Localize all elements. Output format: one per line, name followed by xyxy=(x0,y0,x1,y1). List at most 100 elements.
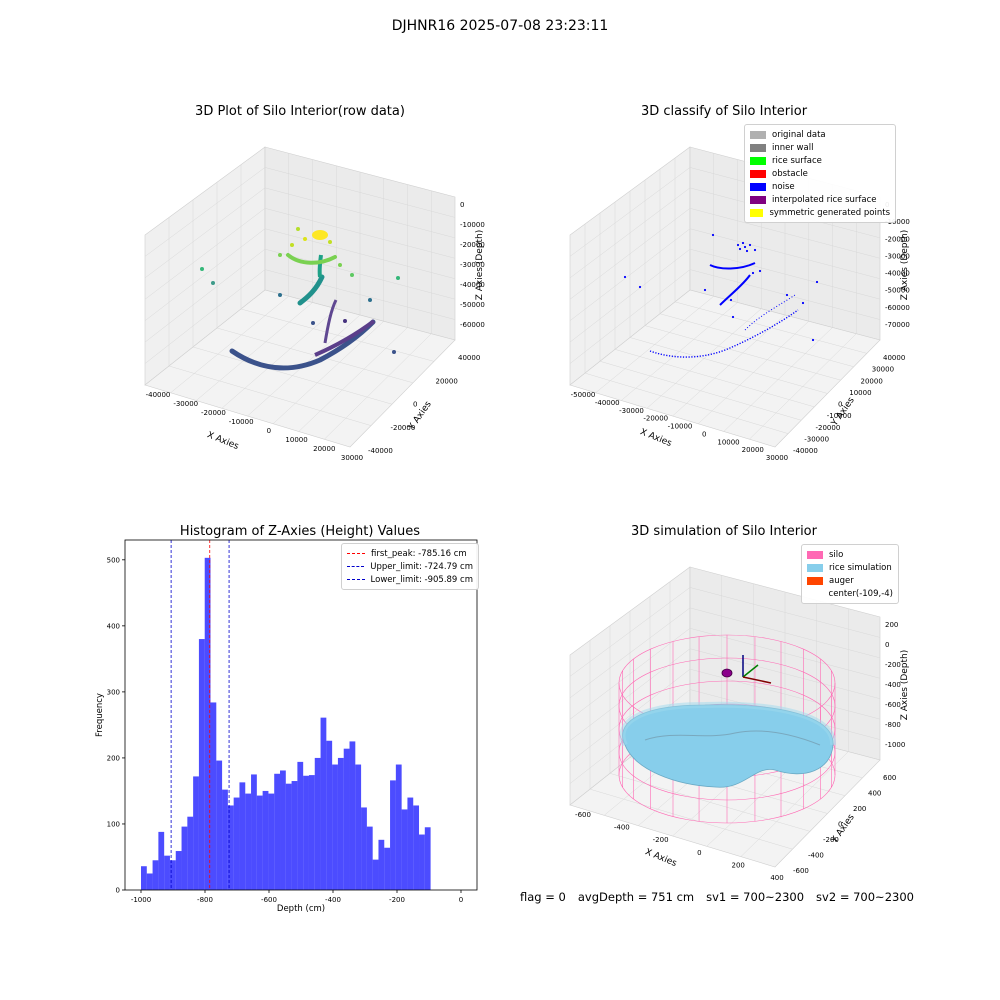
legend-entry: obstacle xyxy=(750,167,890,180)
data-curve-teal xyxy=(297,274,325,306)
noise-point xyxy=(623,275,627,279)
scatter-points xyxy=(200,227,400,354)
histogram-bar xyxy=(326,740,333,890)
legend-swatch xyxy=(750,195,766,204)
noise-points xyxy=(623,233,819,342)
y-tick-labels: -40000 -20000 0 20000 40000 xyxy=(368,354,480,455)
legend-label: rice surface xyxy=(772,155,822,166)
histogram-bar xyxy=(419,834,425,890)
noise-point xyxy=(738,247,742,251)
sv2-value: sv2 = 700~2300 xyxy=(816,890,914,904)
histogram-bar xyxy=(251,774,257,890)
histogram-bar xyxy=(424,827,431,890)
histogram-chart[interactable]: -1000 -800 -600 -400 -200 0 0100200300400500 … xyxy=(80,530,500,920)
noise-point xyxy=(758,269,762,273)
legend-swatch xyxy=(750,143,766,152)
histogram-bar xyxy=(361,807,367,890)
histogram-bar xyxy=(245,793,252,890)
auger-x-axis xyxy=(742,676,772,684)
scatter-point xyxy=(396,276,400,280)
histogram-bar xyxy=(233,797,240,890)
y-tick-label: 30000 xyxy=(872,366,894,374)
y-tick-label: 400 xyxy=(107,622,120,630)
z-tick-label: -60000 xyxy=(460,321,485,329)
y-tick-label: 300 xyxy=(107,688,120,696)
histogram-bar xyxy=(372,859,379,890)
legend-swatch xyxy=(750,208,764,217)
noise-point xyxy=(703,288,707,292)
x-tick-label: -200 xyxy=(389,896,405,904)
legend-swatch xyxy=(347,579,365,580)
histogram-bar xyxy=(337,757,344,890)
z-tick-label: -200 xyxy=(885,661,901,669)
z-tick-label: -10000 xyxy=(460,221,485,229)
noise-curve-bottom xyxy=(649,309,799,358)
legend-label: symmetric generated points xyxy=(769,207,890,218)
z-tick-label: -50000 xyxy=(885,287,910,295)
histogram-bar xyxy=(407,797,414,890)
y-tick-label: 0 xyxy=(838,401,842,409)
center-marker xyxy=(721,668,733,678)
legend-label: inner wall xyxy=(772,142,814,153)
x-tick-label: -400 xyxy=(325,896,341,904)
legend-label: rice simulation xyxy=(829,562,892,573)
x-tick-label: -30000 xyxy=(173,400,198,408)
legend-entry: auger xyxy=(807,574,893,587)
histogram-bar xyxy=(390,780,396,890)
classify-plot-title: 3D classify of Silo Interior xyxy=(640,104,808,119)
legend-entry: noise xyxy=(750,180,890,193)
x-axis-label: X Axies xyxy=(643,847,678,869)
histogram-bar xyxy=(401,809,408,890)
x-tick-label: 0 xyxy=(697,849,701,857)
noise-point xyxy=(729,298,733,302)
scatter-point xyxy=(343,319,347,323)
noise-point xyxy=(638,285,642,289)
histogram-bar xyxy=(297,761,304,890)
figure-title: DJHNR16 2025-07-08 23:23:11 xyxy=(391,18,609,34)
legend-label: silo xyxy=(829,549,844,560)
histogram-bar xyxy=(158,831,165,890)
histogram-bar xyxy=(291,781,298,890)
sv1-value: sv1 = 700~2300 xyxy=(706,890,805,904)
z-tick-label: -60000 xyxy=(885,304,910,312)
data-cluster-yellow xyxy=(312,230,328,240)
legend-label: original data xyxy=(772,129,826,140)
raw-3d-plot[interactable]: -40000-30000-20000-100000100002000030000… xyxy=(130,135,520,475)
scatter-point xyxy=(211,281,215,285)
legend-swatch xyxy=(807,550,823,559)
noise-point xyxy=(743,245,747,249)
classify-legend: original data inner wall rice surface obsta… xyxy=(744,124,896,223)
legend-label: center(-109,-4) xyxy=(828,588,893,599)
histogram-bar xyxy=(308,775,315,890)
histogram-bar xyxy=(274,773,281,890)
histogram-bar xyxy=(332,764,338,890)
y-tick-label: 40000 xyxy=(458,354,480,362)
histogram-bar xyxy=(303,775,309,890)
y-tick-label: 200 xyxy=(107,754,120,762)
z-tick-label: -10000 xyxy=(885,218,910,226)
flag-value: flag = 0 xyxy=(520,890,566,904)
y-tick-labels: -40000 -30000 -20000 -10000 0 10000 20000 30000… xyxy=(793,354,905,455)
y-tick-label: 0 xyxy=(413,401,417,409)
legend-label: Lower_limit: -905.89 cm xyxy=(370,574,473,585)
x-tick-label: 10000 xyxy=(717,438,739,446)
legend-entry: original data xyxy=(750,128,890,141)
legend-entry: symmetric generated points xyxy=(750,206,890,219)
legend-label: Upper_limit: -724.79 cm xyxy=(370,561,473,572)
histogram-bar xyxy=(395,764,402,890)
legend-entry: rice simulation xyxy=(807,561,893,574)
x-axis-label: X Axies xyxy=(205,430,240,452)
legend-entry: inner wall xyxy=(750,141,890,154)
x-tick-label: -10000 xyxy=(229,418,254,426)
legend-entry: rice surface xyxy=(750,154,890,167)
grid-lines xyxy=(569,153,881,440)
legend-entry: Upper_limit: -724.79 cm xyxy=(347,560,473,573)
x-tick-labels: -50000-40000-30000-20000-10000 0 100002000… xyxy=(571,391,789,462)
z-tick-label: -30000 xyxy=(460,261,485,269)
y-tick-label: -30000 xyxy=(804,435,829,443)
z-axis-label: Z Axies (Depth) xyxy=(475,230,485,301)
plot-frame xyxy=(124,539,478,891)
histogram-bar xyxy=(314,757,321,890)
